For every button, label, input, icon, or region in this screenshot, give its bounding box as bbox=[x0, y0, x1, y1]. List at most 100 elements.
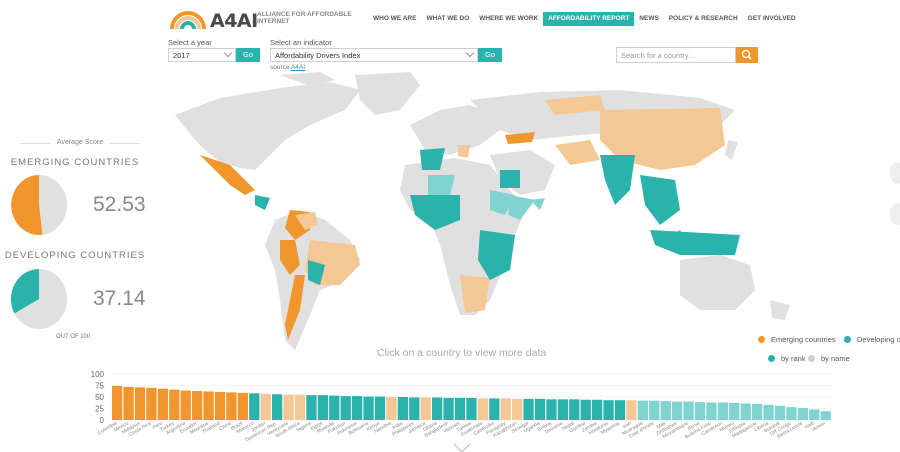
bar-mozambique[interactable] bbox=[683, 401, 694, 420]
nav-item-policy-research[interactable]: POLICY & RESEARCH bbox=[668, 15, 738, 22]
bar-senegal[interactable] bbox=[523, 398, 534, 420]
bar-guatemala[interactable] bbox=[477, 398, 488, 420]
y-tick-label: 100 bbox=[91, 370, 105, 379]
chevron-down-icon bbox=[223, 48, 233, 58]
bar-yemen[interactable] bbox=[820, 411, 831, 420]
bar-thailand[interactable] bbox=[214, 391, 226, 420]
indicator-go-button[interactable]: Go bbox=[478, 48, 502, 62]
bar-bangladesh[interactable] bbox=[443, 397, 454, 420]
bar-venezuela[interactable] bbox=[283, 394, 294, 420]
bar-peru[interactable] bbox=[157, 388, 168, 420]
bar-burundi[interactable] bbox=[774, 405, 786, 420]
chevron-down-icon bbox=[465, 48, 475, 58]
bar-ghana[interactable] bbox=[432, 397, 443, 420]
bar-haiti[interactable] bbox=[809, 409, 820, 420]
x-tick-label: Benin bbox=[687, 420, 701, 432]
bar-costa-rica[interactable] bbox=[146, 387, 157, 420]
bar-nigeria[interactable] bbox=[306, 395, 317, 420]
bar-tunisia[interactable] bbox=[466, 397, 477, 420]
search-button[interactable] bbox=[736, 47, 758, 63]
nav-item-news[interactable]: NEWS bbox=[639, 15, 659, 22]
bar-india[interactable] bbox=[397, 397, 408, 420]
bar-tanzania[interactable] bbox=[557, 399, 568, 420]
bar-nepal[interactable] bbox=[569, 399, 580, 420]
a4ai-logo[interactable]: A4AI ALLIANCE FOR AFFORDABLE INTERNET bbox=[168, 7, 358, 33]
bar-turkey[interactable] bbox=[169, 389, 180, 420]
bar-benin[interactable] bbox=[694, 402, 706, 420]
bar-vietnam[interactable] bbox=[454, 397, 466, 420]
bar-cote-d-ivoire[interactable] bbox=[649, 400, 660, 420]
bar-brazil[interactable] bbox=[237, 392, 248, 420]
indicator-select[interactable]: Affordability Drivers Index bbox=[270, 48, 478, 62]
world-map[interactable] bbox=[160, 70, 860, 350]
bar-zimbabwe[interactable] bbox=[672, 401, 683, 420]
bar-paraguay[interactable] bbox=[500, 398, 511, 420]
bar-ecuador[interactable] bbox=[192, 391, 203, 420]
country-search-input[interactable]: Search for a country... bbox=[616, 47, 736, 63]
bar-malaysia[interactable] bbox=[134, 387, 146, 420]
bar-botswana[interactable] bbox=[363, 396, 374, 420]
bar-mali[interactable] bbox=[660, 401, 671, 420]
logo-tagline: ALLIANCE FOR AFFORDABLE INTERNET bbox=[257, 11, 352, 25]
bar-nicaragua[interactable] bbox=[637, 400, 648, 420]
bar-myanmar[interactable] bbox=[614, 400, 626, 420]
bar-morocco[interactable] bbox=[249, 393, 260, 420]
bar-jamaica[interactable] bbox=[420, 397, 431, 420]
source-note: source A4AI bbox=[270, 64, 305, 71]
bar-pakistan[interactable] bbox=[340, 396, 351, 420]
bar-south-africa[interactable] bbox=[294, 394, 306, 420]
emerging-score-value: 52.53 bbox=[93, 193, 146, 216]
sort-by-rank[interactable]: by rank bbox=[768, 354, 806, 363]
nav-item-what-we-do[interactable]: WHAT WE DO bbox=[426, 15, 470, 22]
bar-rwanda[interactable] bbox=[329, 395, 340, 420]
bar-argentina[interactable] bbox=[180, 390, 191, 420]
radio-selected-icon bbox=[768, 355, 775, 362]
bar-namibia[interactable] bbox=[386, 397, 397, 420]
year-go-button[interactable]: Go bbox=[236, 48, 260, 62]
bar-sierra-leone[interactable] bbox=[797, 408, 808, 420]
bar-iran[interactable] bbox=[626, 400, 637, 420]
bar-ethiopia[interactable] bbox=[740, 403, 751, 420]
source-link[interactable]: A4AI bbox=[290, 64, 306, 71]
bar-cameroon[interactable] bbox=[717, 402, 728, 420]
bar-colombia[interactable] bbox=[112, 385, 123, 420]
bar-liberia[interactable] bbox=[763, 404, 774, 420]
bar-dominican-rep-[interactable] bbox=[272, 394, 283, 420]
developing-score-pie bbox=[10, 268, 67, 329]
bar-zambia[interactable] bbox=[592, 399, 603, 420]
nav-item-who-we-are[interactable]: WHO WE ARE bbox=[373, 15, 417, 22]
bar-bolivia[interactable] bbox=[546, 399, 557, 420]
bar-kazakhstan[interactable] bbox=[512, 398, 523, 420]
main-nav: WHO WE ARE WHAT WE DO WHERE WE WORK AFFORDA… bbox=[368, 12, 801, 28]
bar-china[interactable] bbox=[226, 392, 237, 420]
bar-gambia[interactable] bbox=[580, 399, 591, 420]
x-tick-label: Iran bbox=[622, 420, 633, 430]
nav-item-get-involved[interactable]: GET INVOLVED bbox=[747, 15, 796, 22]
developing-countries[interactable] bbox=[255, 148, 740, 285]
sort-by-name[interactable]: by name bbox=[808, 354, 850, 363]
bar-mexico[interactable] bbox=[123, 386, 134, 420]
bar-cambodia[interactable] bbox=[489, 398, 500, 420]
bar-egypt[interactable] bbox=[317, 395, 328, 420]
bar-dr-congo[interactable] bbox=[786, 407, 797, 420]
bar-indonesia[interactable] bbox=[352, 396, 363, 420]
bar-philippines[interactable] bbox=[409, 397, 420, 420]
developing-light-countries[interactable] bbox=[428, 175, 545, 220]
developing-score-value: 37.14 bbox=[93, 287, 146, 310]
bar-madagascar[interactable] bbox=[752, 403, 763, 420]
nav-item-affordability-report[interactable]: AFFORDABILITY REPORT bbox=[543, 12, 635, 26]
bar-honduras[interactable] bbox=[603, 400, 614, 420]
year-select[interactable]: 2017 bbox=[168, 48, 236, 62]
bar-kenya[interactable] bbox=[374, 396, 386, 420]
nav-item-where-we-work[interactable]: WHERE WE WORK bbox=[479, 15, 539, 22]
side-nav-button-up[interactable] bbox=[890, 162, 900, 184]
bar-jordan[interactable] bbox=[260, 393, 271, 420]
bar-burkina-faso[interactable] bbox=[706, 402, 717, 420]
x-tick-label: Brazil bbox=[230, 421, 244, 432]
bar-mauritius[interactable] bbox=[203, 391, 214, 420]
side-nav-button-down[interactable] bbox=[890, 203, 900, 225]
bar-malawi[interactable] bbox=[729, 402, 740, 420]
bar-uganda[interactable] bbox=[534, 398, 546, 420]
emerging-countries-title: EMERGING COUNTRIES bbox=[10, 157, 140, 168]
y-tick-label: 0 bbox=[100, 416, 105, 425]
